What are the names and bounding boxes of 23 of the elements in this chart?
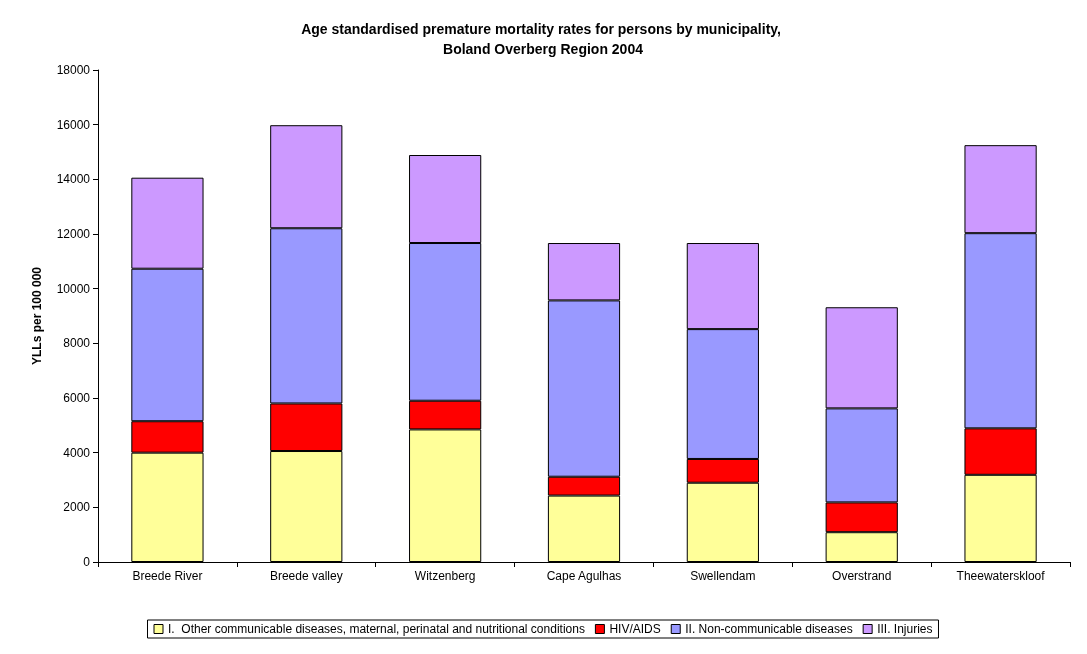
legend-label: I. Other communicable diseases, maternal, perinatal and nutritional conditions: [168, 622, 585, 636]
x-tick-label: Breede valley: [269, 569, 343, 583]
y-tick-label: 16000: [56, 117, 91, 132]
x-tick-label: Overstrand: [832, 569, 892, 583]
y-axis-title: YLLs per 100 000: [30, 266, 44, 366]
legend-label: HIV/AIDS: [609, 622, 661, 636]
x-tick-label: Witzenberg: [414, 569, 476, 583]
y-tick-label: 2000: [63, 500, 91, 515]
x-tick-label: Breede River: [132, 569, 203, 583]
x-tick-label: Cape Agulhas: [546, 569, 622, 583]
x-tick-label: Swellendam: [690, 569, 756, 583]
x-tick-label: Theewaterskloof: [956, 569, 1046, 583]
legend-label: III. Injuries: [877, 622, 933, 636]
y-tick-label: 10000: [56, 281, 91, 296]
y-tick-label: 12000: [56, 227, 91, 241]
y-tick-label: 6000: [63, 391, 91, 405]
y-tick-label: 0: [83, 555, 91, 569]
chart-title: Age standardised premature mortality rates for persons by municipality, Boland Overberg Region 2004: [301, 21, 785, 57]
legend-label: II. Non-communicable diseases: [685, 622, 853, 636]
y-tick-label: 4000: [63, 445, 91, 460]
y-tick-label: 18000: [56, 63, 91, 77]
y-tick-label: 8000: [63, 336, 91, 351]
y-tick-label: 14000: [56, 172, 91, 187]
